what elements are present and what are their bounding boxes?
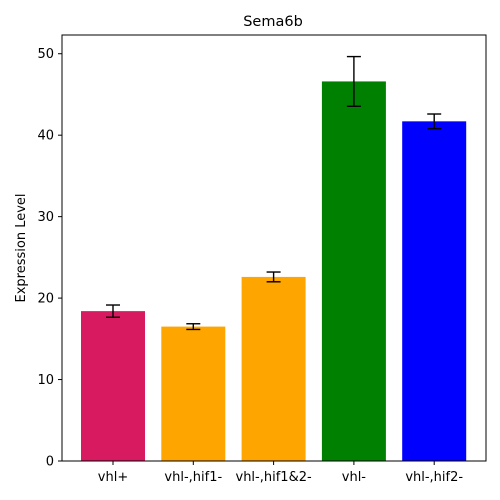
plot-frame	[61, 34, 487, 462]
x-tick-label-0: vhl+	[98, 470, 128, 485]
y-tick-label-0: 0	[46, 455, 54, 470]
bars-layer	[81, 81, 467, 462]
y-tick-label-2: 20	[37, 292, 54, 307]
bar-1	[161, 326, 226, 461]
bar-3	[321, 81, 386, 462]
y-tick-label-5: 50	[37, 47, 54, 62]
x-tick-label-4: vhl-,hif2-	[405, 470, 463, 485]
chart-title: Sema6b	[243, 14, 303, 30]
y-axis-title: Expression Level	[14, 193, 29, 302]
x-tick-label-1: vhl-,hif1-	[164, 470, 222, 485]
bar-4	[402, 121, 467, 462]
x-tick-label-3: vhl-	[342, 470, 367, 485]
error-bars-layer	[106, 55, 442, 331]
x-tick-label-2: vhl-,hif1&2-	[236, 470, 312, 485]
y-tick-label-1: 10	[37, 373, 54, 388]
labels-layer: vhl+ vhl-,hif1- vhl-,hif1&2- vhl-vhl-,hif2-…	[37, 47, 463, 485]
y-tick-label-4: 40	[37, 129, 54, 144]
bar-0	[81, 311, 145, 461]
y-tick-label-3: 30	[37, 210, 54, 225]
bar-2	[241, 276, 306, 461]
axes-layer	[58, 34, 487, 465]
